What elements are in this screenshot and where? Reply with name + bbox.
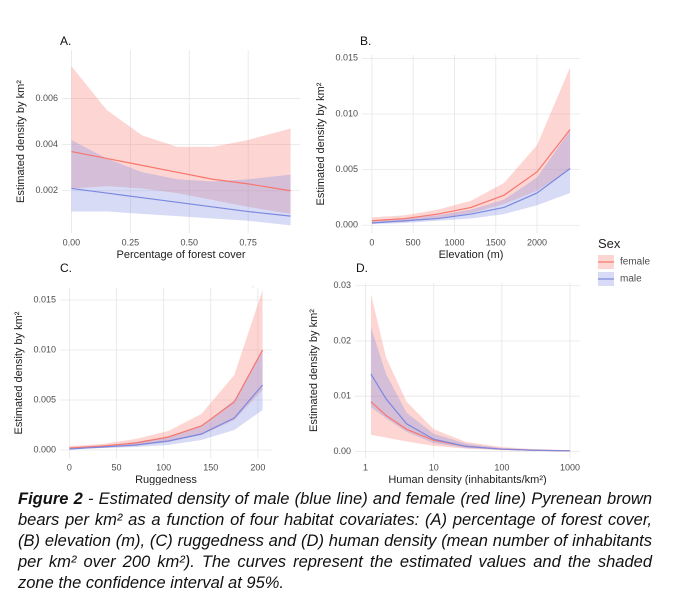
x-axis-label: Percentage of forest cover <box>116 249 245 261</box>
x-tick-label: 1 <box>363 462 368 472</box>
plot-background <box>355 283 580 458</box>
x-tick-label: 100 <box>156 462 171 472</box>
line <box>71 150 291 192</box>
y-tick-label: 0.000 <box>335 220 358 230</box>
caption-text: - Estimated density of male (blue line) … <box>18 490 652 592</box>
y-tick-label: 0.000 <box>33 444 56 454</box>
y-tick-label: 0.015 <box>33 294 56 304</box>
line <box>69 384 264 450</box>
panel-label: C. <box>60 261 72 275</box>
caption: Figure 2 - Estimated density of male (bl… <box>18 489 652 594</box>
x-tick-label: 1500 <box>486 237 506 247</box>
y-tick-label: 0.010 <box>33 344 56 354</box>
x-axis-label: Human density (inhabitants/km²) <box>388 474 546 485</box>
line <box>69 349 264 449</box>
caption-label: Figure 2 <box>18 490 83 508</box>
y-axis-label: Estimated density by km² <box>308 309 320 432</box>
line <box>371 129 571 222</box>
y-axis-label: Estimated density by km² <box>315 82 327 205</box>
x-tick-label: 0 <box>369 237 374 247</box>
x-tick-label: 10 <box>429 462 439 472</box>
confidence-band <box>69 350 263 449</box>
y-tick-label: 0.002 <box>35 185 58 195</box>
y-tick-label: 0.00 <box>333 446 351 456</box>
x-tick-label: 100 <box>494 462 509 472</box>
line <box>370 373 571 452</box>
x-tick-label: 0.75 <box>239 237 257 247</box>
plot-background <box>362 55 580 233</box>
y-axis-label: Estimated density by km² <box>15 80 27 203</box>
y-tick-label: 0.01 <box>333 391 351 401</box>
x-tick-label: 1000 <box>444 237 464 247</box>
x-axis-label: Elevation (m) <box>439 249 504 261</box>
confidence-band <box>370 294 571 452</box>
x-tick-label: 0 <box>67 462 72 472</box>
y-tick-label: 0.03 <box>333 280 351 290</box>
y-tick-label: 0.015 <box>335 53 358 63</box>
y-tick-label: 0.010 <box>335 108 358 118</box>
y-tick-label: 0.006 <box>35 93 58 103</box>
line <box>371 167 571 224</box>
x-tick-label: 500 <box>406 237 421 247</box>
line <box>71 187 291 217</box>
legend-label: female <box>620 257 650 268</box>
y-tick-label: 0.005 <box>335 164 358 174</box>
panel-label: D. <box>356 261 368 275</box>
x-tick-label: 0.00 <box>63 237 81 247</box>
x-tick-label: 0.50 <box>180 237 198 247</box>
x-axis-label: Ruggedness <box>135 474 197 485</box>
x-tick-label: 1000 <box>560 462 580 472</box>
legend-label: male <box>620 274 642 285</box>
y-tick-label: 0.004 <box>35 139 58 149</box>
x-tick-label: 150 <box>203 462 218 472</box>
confidence-band <box>69 290 263 449</box>
x-tick-label: 50 <box>112 462 122 472</box>
y-tick-label: 0.005 <box>33 394 56 404</box>
x-tick-label: 0.25 <box>122 237 140 247</box>
confidence-band <box>71 66 291 214</box>
y-tick-label: 0.02 <box>333 335 351 345</box>
plot-background <box>60 288 272 458</box>
x-tick-label: 200 <box>250 462 265 472</box>
panel-label: B. <box>360 34 371 48</box>
legend-title: Sex <box>598 236 621 251</box>
figure: 0.002 0.004 0.006 0.00 0.25 0.50 0.75 A. Percent… <box>13 34 650 486</box>
confidence-band <box>71 140 291 226</box>
panel-label: A. <box>60 34 71 48</box>
y-axis-label: Estimated density by km² <box>13 311 25 434</box>
x-tick-label: 2000 <box>527 237 547 247</box>
